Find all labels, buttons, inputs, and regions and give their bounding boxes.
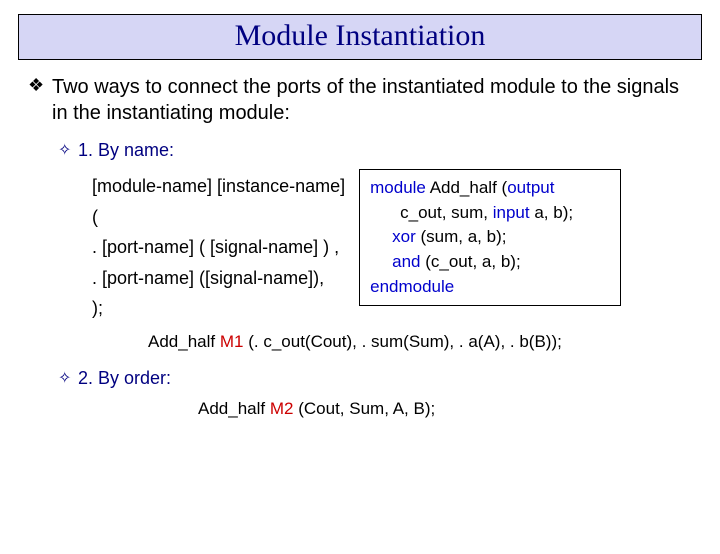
keyword-xor: xor: [370, 225, 416, 250]
keyword-input: input: [493, 203, 530, 222]
syntax-line: [module-name] [instance-name]: [92, 171, 345, 202]
inst2-args: (Cout, Sum, A, B);: [298, 399, 435, 418]
keyword-output: output: [507, 178, 554, 197]
diamond-open-icon: ✧: [58, 140, 78, 161]
content-area: ❖ Two ways to connect the ports of the i…: [0, 60, 720, 419]
syntax-line: . [port-name] ([signal-name]),: [92, 263, 345, 294]
instantiation-by-name: Add_half M1 (. c_out(Cout), . sum(Sum), …: [148, 332, 692, 352]
inst1-args: (. c_out(Cout), . sum(Sum), . a(A), . b(…: [248, 332, 562, 351]
inst1-mod: Add_half: [148, 332, 215, 351]
syntax-block: [module-name] [instance-name] ( . [port-…: [92, 171, 345, 324]
module-name: Add_half: [430, 178, 497, 197]
sub-bullet-1: ✧ 1. By name:: [58, 140, 692, 161]
code-line: xor (sum, a, b);: [370, 225, 610, 250]
main-bullet: ❖ Two ways to connect the ports of the i…: [28, 74, 692, 126]
code-line: and (c_out, a, b);: [370, 250, 610, 275]
syntax-line: );: [92, 293, 345, 324]
code-line: endmodule: [370, 275, 610, 300]
main-bullet-text: Two ways to connect the ports of the ins…: [52, 74, 692, 126]
sub-bullet-2: ✧ 2. By order:: [58, 368, 692, 389]
outputs-list: c_out, sum,: [370, 201, 488, 226]
inst2-mod: Add_half: [198, 399, 265, 418]
and-args: (c_out, a, b);: [425, 252, 520, 271]
keyword-endmodule: endmodule: [370, 277, 454, 296]
sub-bullet-2-text: 2. By order:: [78, 368, 171, 389]
two-column-row: [module-name] [instance-name] ( . [port-…: [92, 171, 692, 324]
syntax-line: (: [92, 202, 345, 233]
keyword-module: module: [370, 178, 426, 197]
syntax-line: . [port-name] ( [signal-name] ) ,: [92, 232, 345, 263]
title-bar: Module Instantiation: [18, 14, 702, 60]
code-line: c_out, sum, input a, b);: [370, 201, 610, 226]
keyword-and: and: [370, 250, 420, 275]
code-box: module Add_half (output c_out, sum, inpu…: [359, 169, 621, 306]
inst1-name: M1: [220, 332, 244, 351]
diamond-icon: ❖: [28, 74, 52, 126]
inst2-name: M2: [270, 399, 294, 418]
xor-args: (sum, a, b);: [420, 227, 506, 246]
sub-bullet-1-text: 1. By name:: [78, 140, 174, 161]
instantiation-by-order: Add_half M2 (Cout, Sum, A, B);: [198, 399, 692, 419]
diamond-open-icon: ✧: [58, 368, 78, 389]
inputs-list: a, b);: [534, 203, 573, 222]
slide-title: Module Instantiation: [235, 19, 486, 52]
code-line: module Add_half (output: [370, 176, 610, 201]
